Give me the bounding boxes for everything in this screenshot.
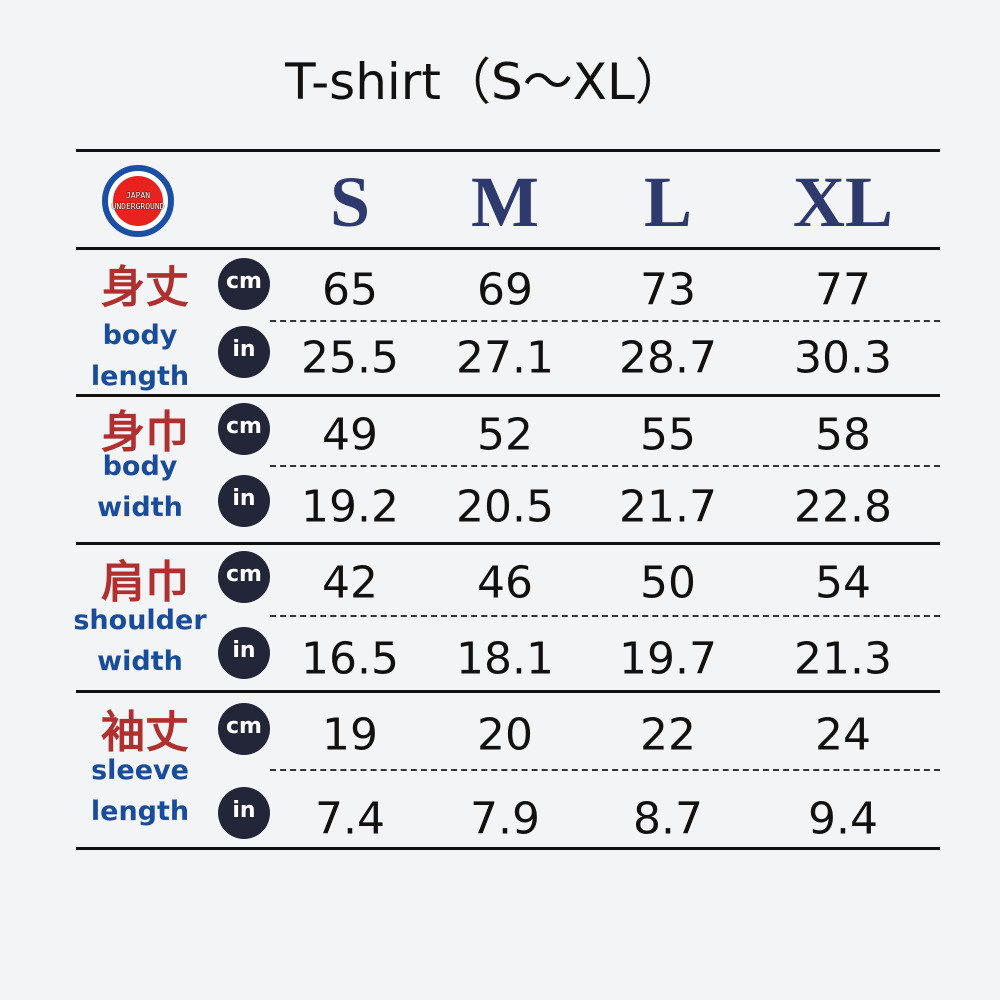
measure-english: body width xyxy=(70,447,210,528)
in-badge: in xyxy=(218,326,270,378)
measure-kanji: 袖丈 xyxy=(101,707,189,758)
cm-value: 24 xyxy=(815,709,871,761)
cm-value: 20 xyxy=(477,709,533,761)
measure-english-1: body xyxy=(102,451,178,482)
divider xyxy=(76,149,940,152)
cm-badge: cm xyxy=(218,551,270,603)
measure-english-1: shoulder xyxy=(73,605,207,636)
cm-value: 52 xyxy=(477,409,533,461)
cm-value: 54 xyxy=(815,557,871,609)
cm-value: 65 xyxy=(322,264,378,316)
in-value: 30.3 xyxy=(794,332,892,384)
measure-english-2: width xyxy=(97,645,183,677)
in-value: 7.9 xyxy=(470,793,540,845)
cm-value: 49 xyxy=(322,409,378,461)
cm-value: 42 xyxy=(322,557,378,609)
cm-value: 55 xyxy=(640,409,696,461)
size-s: S xyxy=(329,162,371,242)
cm-value: 19 xyxy=(322,709,378,761)
in-value: 25.5 xyxy=(301,332,399,384)
dashed-divider xyxy=(270,465,940,467)
cm-value: 69 xyxy=(477,264,533,316)
japan-underground-logo: JAPAN UNDERGROUND xyxy=(102,165,174,237)
measure-english: sleeve length xyxy=(70,751,210,832)
measure-english: shoulder width xyxy=(70,601,210,682)
size-l: L xyxy=(643,162,693,242)
in-value: 20.5 xyxy=(456,481,554,533)
size-xl: XL xyxy=(792,162,894,242)
in-value: 21.3 xyxy=(794,633,892,685)
divider xyxy=(76,690,940,693)
dashed-divider xyxy=(270,769,940,771)
divider xyxy=(76,247,940,250)
measure-english-2: length xyxy=(90,795,190,827)
in-value: 28.7 xyxy=(619,332,717,384)
in-value: 21.7 xyxy=(619,481,717,533)
measure-kanji: 身巾 xyxy=(101,407,189,458)
divider xyxy=(76,394,940,397)
cm-badge: cm xyxy=(218,258,270,310)
measure-kanji: 身丈 xyxy=(101,262,189,313)
cm-value: 73 xyxy=(640,264,696,316)
in-value: 16.5 xyxy=(301,633,399,685)
in-value: 22.8 xyxy=(794,481,892,533)
in-badge: in xyxy=(218,475,270,527)
in-value: 19.7 xyxy=(619,633,717,685)
cm-value: 46 xyxy=(477,557,533,609)
measure-english-2: length xyxy=(90,360,190,392)
in-value: 7.4 xyxy=(315,793,385,845)
page-title: T-shirt（S〜XL） xyxy=(285,53,685,111)
dashed-divider xyxy=(270,615,940,617)
measure-english: body length xyxy=(70,316,210,397)
cm-value: 77 xyxy=(815,264,871,316)
measure-english-2: width xyxy=(97,491,183,523)
cm-badge: cm xyxy=(218,703,270,755)
cm-badge: cm xyxy=(218,403,270,455)
cm-value: 50 xyxy=(640,557,696,609)
measure-english-1: body xyxy=(102,320,178,351)
dashed-divider xyxy=(270,320,940,322)
in-badge: in xyxy=(218,787,270,839)
in-value: 8.7 xyxy=(633,793,703,845)
in-value: 19.2 xyxy=(301,481,399,533)
in-value: 18.1 xyxy=(456,633,554,685)
cm-value: 58 xyxy=(815,409,871,461)
size-m: M xyxy=(471,162,539,242)
divider xyxy=(76,542,940,545)
in-value: 27.1 xyxy=(456,332,554,384)
size-header: JAPAN UNDERGROUND S M L XL xyxy=(76,153,940,248)
measure-kanji: 肩巾 xyxy=(101,557,189,608)
in-badge: in xyxy=(218,627,270,679)
logo-text-2: UNDERGROUND xyxy=(111,202,165,211)
in-value: 9.4 xyxy=(808,793,878,845)
logo-text-1: JAPAN xyxy=(125,191,151,200)
measure-english-1: sleeve xyxy=(91,755,189,786)
cm-value: 22 xyxy=(640,709,696,761)
divider xyxy=(76,847,940,850)
